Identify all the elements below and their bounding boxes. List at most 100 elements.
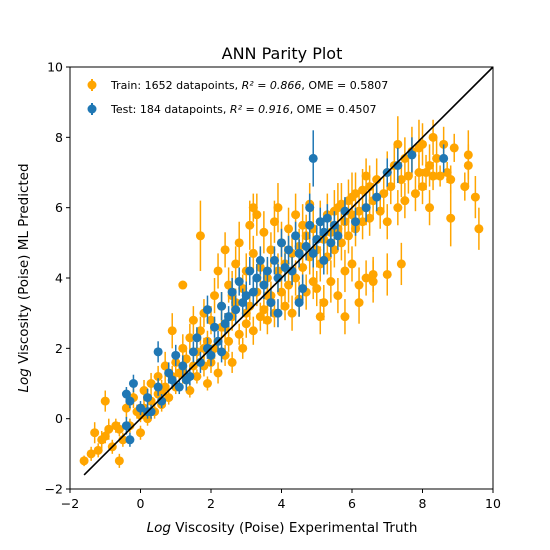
marker-train <box>315 312 325 322</box>
data-point-train <box>238 337 248 359</box>
marker-test <box>171 350 181 360</box>
data-point-train <box>326 260 336 303</box>
marker-test <box>280 262 290 272</box>
marker-train <box>100 431 110 441</box>
marker-test <box>294 248 304 258</box>
marker-train <box>273 203 283 213</box>
data-point-train <box>185 383 195 398</box>
marker-train <box>90 428 100 438</box>
data-point-train <box>403 158 413 194</box>
marker-train <box>435 171 445 181</box>
series-train <box>79 116 484 468</box>
marker-test <box>164 368 174 378</box>
marker-test <box>298 284 308 294</box>
marker-train <box>379 189 389 199</box>
data-point-train <box>100 390 110 412</box>
marker-test <box>308 153 318 163</box>
marker-test <box>277 238 286 248</box>
legend: Train: 1652 datapoints, R² = 0.866, OME … <box>87 79 388 116</box>
marker-train <box>104 424 114 434</box>
marker-train <box>100 396 110 406</box>
data-point-train <box>192 369 202 384</box>
data-point-train <box>333 278 343 314</box>
data-point-train <box>340 249 350 293</box>
y-axis-label-italic: Log <box>16 368 32 393</box>
marker-test <box>125 396 135 406</box>
marker-train <box>146 379 156 388</box>
marker-train <box>213 266 223 276</box>
x-tick-label: 4 <box>278 496 286 511</box>
marker-train <box>347 259 357 269</box>
marker-train <box>185 386 195 396</box>
marker-train <box>210 291 220 301</box>
marker-train <box>227 357 237 367</box>
marker-test <box>217 301 227 311</box>
marker-train <box>428 132 438 142</box>
data-point-test <box>280 253 290 282</box>
marker-train <box>167 326 177 336</box>
marker-train <box>195 326 205 336</box>
marker-train <box>259 227 269 237</box>
y-axis-label: Log Viscosity (Poise) ML Predicted <box>16 163 32 392</box>
data-point-train <box>86 446 96 461</box>
marker-test <box>248 287 258 297</box>
marker-train <box>291 273 301 283</box>
data-point-test <box>333 221 343 250</box>
marker-test <box>181 375 191 385</box>
data-point-train <box>262 306 272 335</box>
x-axis: −2 0 2 4 6 8 10 <box>61 489 501 511</box>
marker-train <box>195 231 205 241</box>
marker-train <box>354 298 364 308</box>
legend-train-label: Train: 1652 datapoints, R² = 0.866, OME … <box>110 79 388 92</box>
y-axis: −2 0 2 4 6 8 10 <box>45 60 70 497</box>
data-point-train <box>227 351 237 373</box>
data-point-train <box>231 246 241 282</box>
data-point-train <box>234 323 244 345</box>
data-point-train <box>428 119 438 155</box>
marker-train <box>224 336 234 346</box>
legend-test-prefix: Test: 184 datapoints, <box>110 103 230 116</box>
marker-train <box>386 182 396 192</box>
marker-train <box>252 210 262 220</box>
marker-test <box>407 150 417 160</box>
x-tick-label: 10 <box>485 496 501 511</box>
data-point-test <box>245 256 255 286</box>
data-point-test <box>188 341 198 363</box>
data-point-train <box>185 323 195 352</box>
data-point-train <box>248 316 258 345</box>
marker-test <box>315 217 325 227</box>
marker-train <box>418 182 427 192</box>
x-axis-label-rest: Viscosity (Poise) Experimental Truth <box>171 520 417 536</box>
data-point-test <box>301 232 311 261</box>
marker-test <box>220 319 230 329</box>
data-point-test <box>266 288 276 317</box>
marker-test <box>202 305 212 315</box>
marker-test <box>291 231 301 241</box>
marker-test <box>319 255 329 265</box>
data-point-test <box>128 374 138 393</box>
data-point-train <box>287 295 297 331</box>
marker-train <box>266 245 276 255</box>
marker-train <box>358 217 368 227</box>
marker-train <box>312 284 322 294</box>
marker-train <box>93 445 103 455</box>
data-point-train <box>104 418 114 440</box>
marker-train <box>245 220 255 230</box>
marker-train <box>382 217 392 227</box>
x-axis-label: Log Viscosity (Poise) Experimental Truth <box>147 520 418 536</box>
data-point-train <box>146 372 156 395</box>
data-point-test <box>153 341 163 363</box>
marker-train <box>449 143 459 153</box>
data-point-train <box>308 263 318 300</box>
marker-train <box>319 298 329 308</box>
marker-test <box>153 382 163 392</box>
marker-train <box>213 368 223 378</box>
marker-train <box>284 280 294 290</box>
marker-test <box>439 153 449 163</box>
data-point-test <box>248 278 258 307</box>
legend-test-label: Test: 184 datapoints, R² = 0.916, OME = … <box>110 103 376 116</box>
marker-train <box>206 315 216 325</box>
data-point-train <box>393 190 403 226</box>
data-point-train <box>361 158 371 194</box>
marker-train <box>414 143 424 153</box>
